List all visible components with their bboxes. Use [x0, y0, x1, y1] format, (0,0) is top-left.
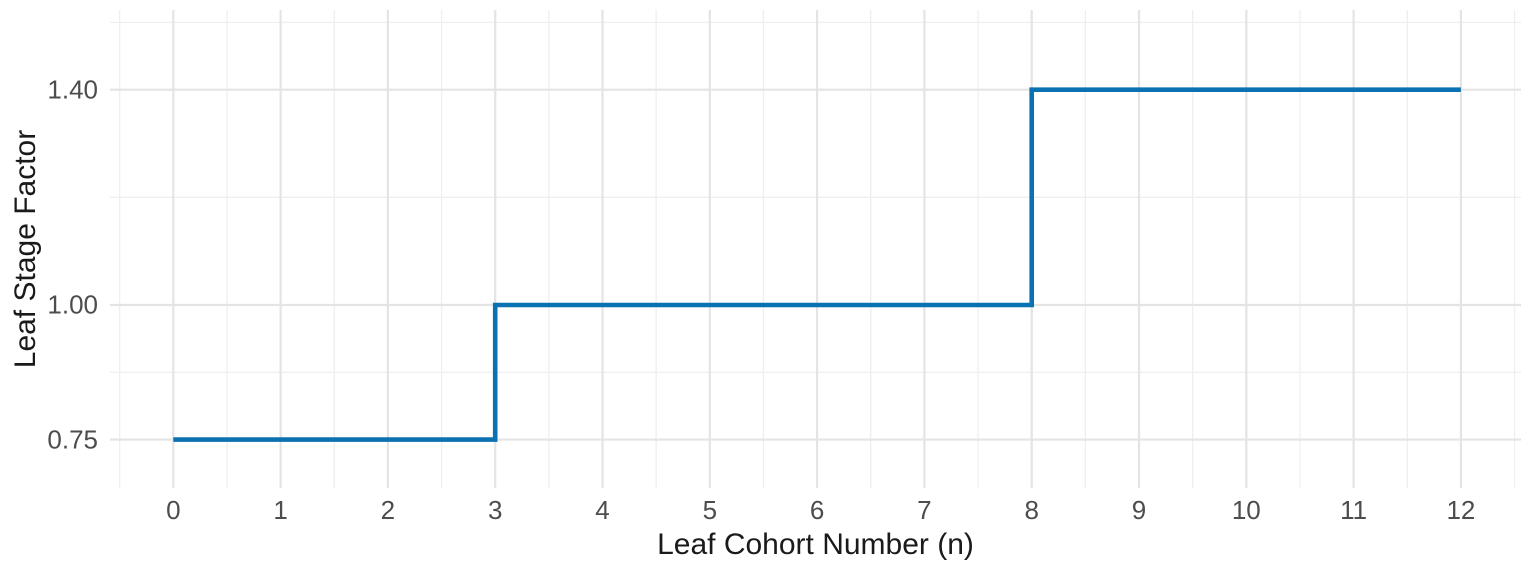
- y-axis-title-text: Leaf Stage Factor: [9, 129, 43, 369]
- x-tick-label: 8: [1024, 495, 1039, 525]
- x-tick-label: 7: [917, 495, 932, 525]
- x-tick-label: 2: [380, 495, 396, 525]
- x-tick-label: 10: [1231, 495, 1261, 525]
- y-tick-label: 1.40: [47, 74, 98, 105]
- x-tick-label: 4: [595, 495, 610, 525]
- x-tick-label: 9: [1131, 495, 1147, 525]
- x-axis-title: Leaf Cohort Number (n): [657, 528, 974, 561]
- x-tick-label: 3: [487, 495, 503, 525]
- x-tick-label: 0: [166, 495, 181, 525]
- plot-panel: [110, 10, 1521, 488]
- y-tick-label: 0.75: [47, 424, 98, 455]
- step-line-series: [173, 87, 1461, 442]
- x-tick-label: 11: [1340, 495, 1368, 525]
- x-tick-label: 1: [273, 495, 288, 525]
- x-tick-label: 12: [1446, 495, 1476, 525]
- x-tick-label: 5: [702, 495, 718, 525]
- y-tick-label: 1.00: [47, 289, 98, 320]
- x-tick-label: 6: [809, 495, 825, 525]
- plot-canvas: [110, 10, 1521, 488]
